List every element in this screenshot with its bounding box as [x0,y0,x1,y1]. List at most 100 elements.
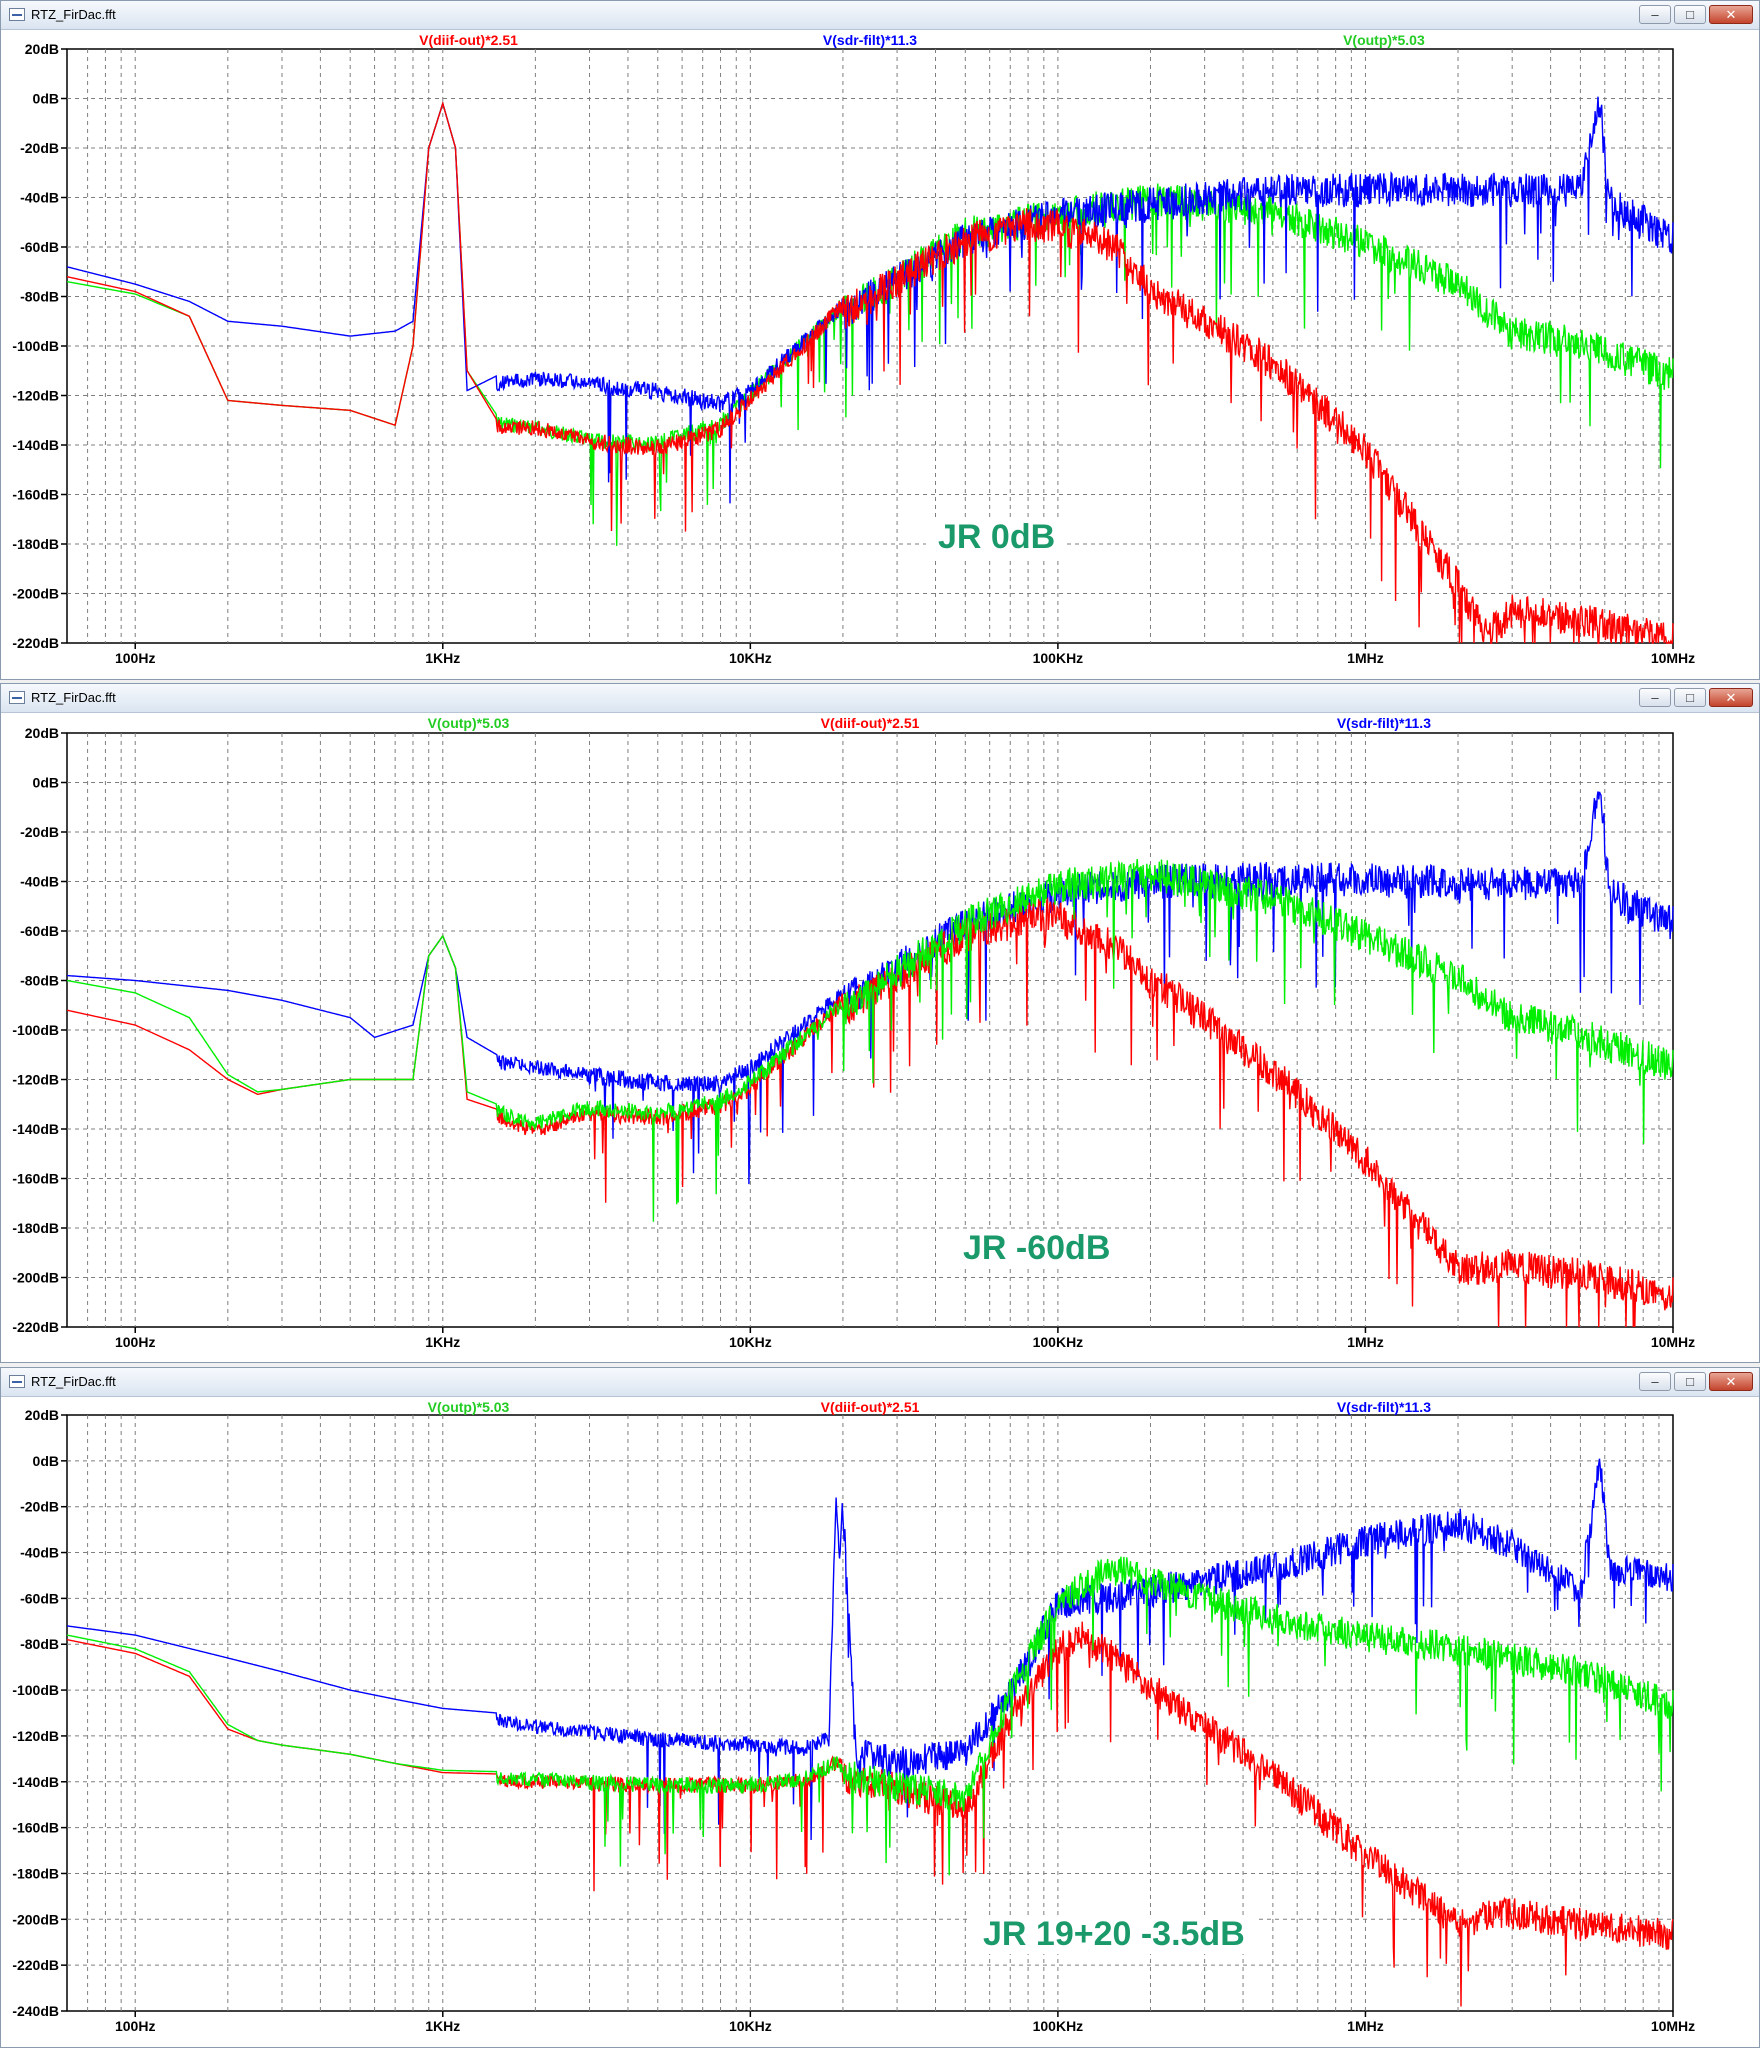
fft-window-1: RTZ_FirDac.fft – □ ✕ 20dB 0dB -20dB -40dB -6… [0,0,1760,680]
legend-entry: V(diif-out)*2.51 [419,32,518,48]
legend-entry: V(sdr-filt)*11.3 [1337,1399,1431,1415]
x-tick-label: 10KHz [729,1334,772,1350]
legend-entry: V(diif-out)*2.51 [821,715,920,731]
y-tick-label: -200dB [12,1270,59,1286]
maximize-button[interactable]: □ [1674,1372,1706,1391]
y-tick-label: -140dB [12,1774,59,1790]
waveform-app-icon [9,1375,25,1388]
y-tick-label: -140dB [12,1121,59,1137]
waveform-app-icon [9,8,25,21]
y-tick-label: 20dB [25,41,59,57]
y-tick-label: -40dB [20,190,59,206]
x-tick-label: 1KHz [425,650,460,666]
y-tick-label: -100dB [12,1022,59,1038]
series-line [66,100,1674,645]
y-tick-label: -20dB [20,140,59,156]
fft-window-3: RTZ_FirDac.fft – □ ✕ 20dB 0dB -20dB -40dB -6… [0,1367,1760,2048]
y-tick-label: 20dB [25,725,59,741]
window-titlebar[interactable]: RTZ_FirDac.fft – □ ✕ [1,1,1759,30]
x-tick-label: 100Hz [115,1334,155,1350]
y-tick-label: -80dB [20,289,59,305]
y-tick-label: -80dB [20,1636,59,1652]
y-tick-label: -40dB [20,874,59,890]
series-line [66,1458,1674,1841]
y-tick-label: -120dB [12,1072,59,1088]
x-tick-label: 10KHz [729,2018,772,2034]
x-tick-label: 1KHz [425,1334,460,1350]
window-title: RTZ_FirDac.fft [31,690,116,705]
minimize-button[interactable]: – [1639,1372,1671,1391]
y-tick-label: -240dB [12,2003,59,2019]
series-line [66,859,1674,1222]
legend-entry: V(outp)*5.03 [428,1399,510,1415]
legend-entry: V(outp)*5.03 [1343,32,1425,48]
fft-plot[interactable]: 20dB 0dB -20dB -40dB -60dB -80dB -100dB -120dB -… [1,713,1759,1362]
window-titlebar[interactable]: RTZ_FirDac.fft – □ ✕ [1,684,1759,713]
legend-entry: V(sdr-filt)*11.3 [823,32,917,48]
plot-frame [66,1414,1674,2012]
y-tick-label: -180dB [12,1865,59,1881]
close-button[interactable]: ✕ [1709,1372,1753,1391]
x-tick-label: 100KHz [1033,650,1084,666]
y-tick-label: -20dB [20,1499,59,1515]
x-tick-label: 1MHz [1347,2018,1384,2034]
window-title: RTZ_FirDac.fft [31,7,116,22]
maximize-button[interactable]: □ [1674,688,1706,707]
plot-annotation: JR 19+20 -3.5dB [971,1915,1257,1954]
y-tick-label: -60dB [20,239,59,255]
legend-entry: V(outp)*5.03 [428,715,510,731]
y-tick-label: -160dB [12,1820,59,1836]
y-tick-label: -160dB [12,487,59,503]
x-tick-label: 10MHz [1651,2018,1695,2034]
plot-area[interactable]: 20dB 0dB -20dB -40dB -60dB -80dB -100dB -120dB -… [1,30,1759,679]
fft-window-2: RTZ_FirDac.fft – □ ✕ 20dB 0dB -20dB -40dB -6… [0,683,1760,1363]
legend-entry: V(sdr-filt)*11.3 [1337,715,1431,731]
plot-annotation: JR -60dB [951,1229,1123,1268]
y-tick-label: -220dB [12,1957,59,1973]
waveform-app-icon [9,691,25,704]
y-tick-label: -220dB [12,635,59,651]
y-tick-label: -20dB [20,824,59,840]
y-tick-label: 20dB [25,1407,59,1423]
y-tick-label: -100dB [12,1682,59,1698]
y-tick-label: -120dB [12,388,59,404]
series-line [66,1556,1674,1876]
y-tick-label: 0dB [33,91,59,107]
close-button[interactable]: ✕ [1709,5,1753,24]
y-tick-label: -80dB [20,973,59,989]
legend-entry: V(diif-out)*2.51 [821,1399,920,1415]
x-tick-label: 1KHz [425,2018,460,2034]
x-tick-label: 100KHz [1033,2018,1084,2034]
y-tick-label: -140dB [12,437,59,453]
minimize-button[interactable]: – [1639,5,1671,24]
fft-plot[interactable]: 20dB 0dB -20dB -40dB -60dB -80dB -100dB -120dB -… [1,1397,1759,2047]
minimize-button[interactable]: – [1639,688,1671,707]
x-tick-label: 10MHz [1651,650,1695,666]
series-line [66,791,1674,1185]
x-tick-label: 100Hz [115,2018,155,2034]
y-tick-label: -120dB [12,1728,59,1744]
plot-annotation: JR 0dB [926,518,1068,557]
x-tick-label: 10MHz [1651,1334,1695,1350]
y-tick-label: -200dB [12,586,59,602]
y-tick-label: 0dB [33,1453,59,1469]
y-tick-label: 0dB [33,775,59,791]
x-tick-label: 100KHz [1033,1334,1084,1350]
y-tick-label: -40dB [20,1545,59,1561]
y-tick-label: -160dB [12,1171,59,1187]
fft-plot[interactable]: 20dB 0dB -20dB -40dB -60dB -80dB -100dB -120dB -… [1,30,1759,679]
y-tick-label: -220dB [12,1319,59,1335]
plot-area[interactable]: 20dB 0dB -20dB -40dB -60dB -80dB -100dB -120dB -… [1,713,1759,1362]
window-titlebar[interactable]: RTZ_FirDac.fft – □ ✕ [1,1368,1759,1397]
plot-area[interactable]: 20dB 0dB -20dB -40dB -60dB -80dB -100dB -120dB -… [1,1397,1759,2047]
y-tick-label: -180dB [12,1220,59,1236]
window-title: RTZ_FirDac.fft [31,1374,116,1389]
x-tick-label: 1MHz [1347,650,1384,666]
y-tick-label: -100dB [12,338,59,354]
x-tick-label: 10KHz [729,650,772,666]
y-tick-label: -60dB [20,1590,59,1606]
maximize-button[interactable]: □ [1674,5,1706,24]
y-tick-label: -200dB [12,1911,59,1927]
close-button[interactable]: ✕ [1709,688,1753,707]
y-tick-label: -60dB [20,923,59,939]
